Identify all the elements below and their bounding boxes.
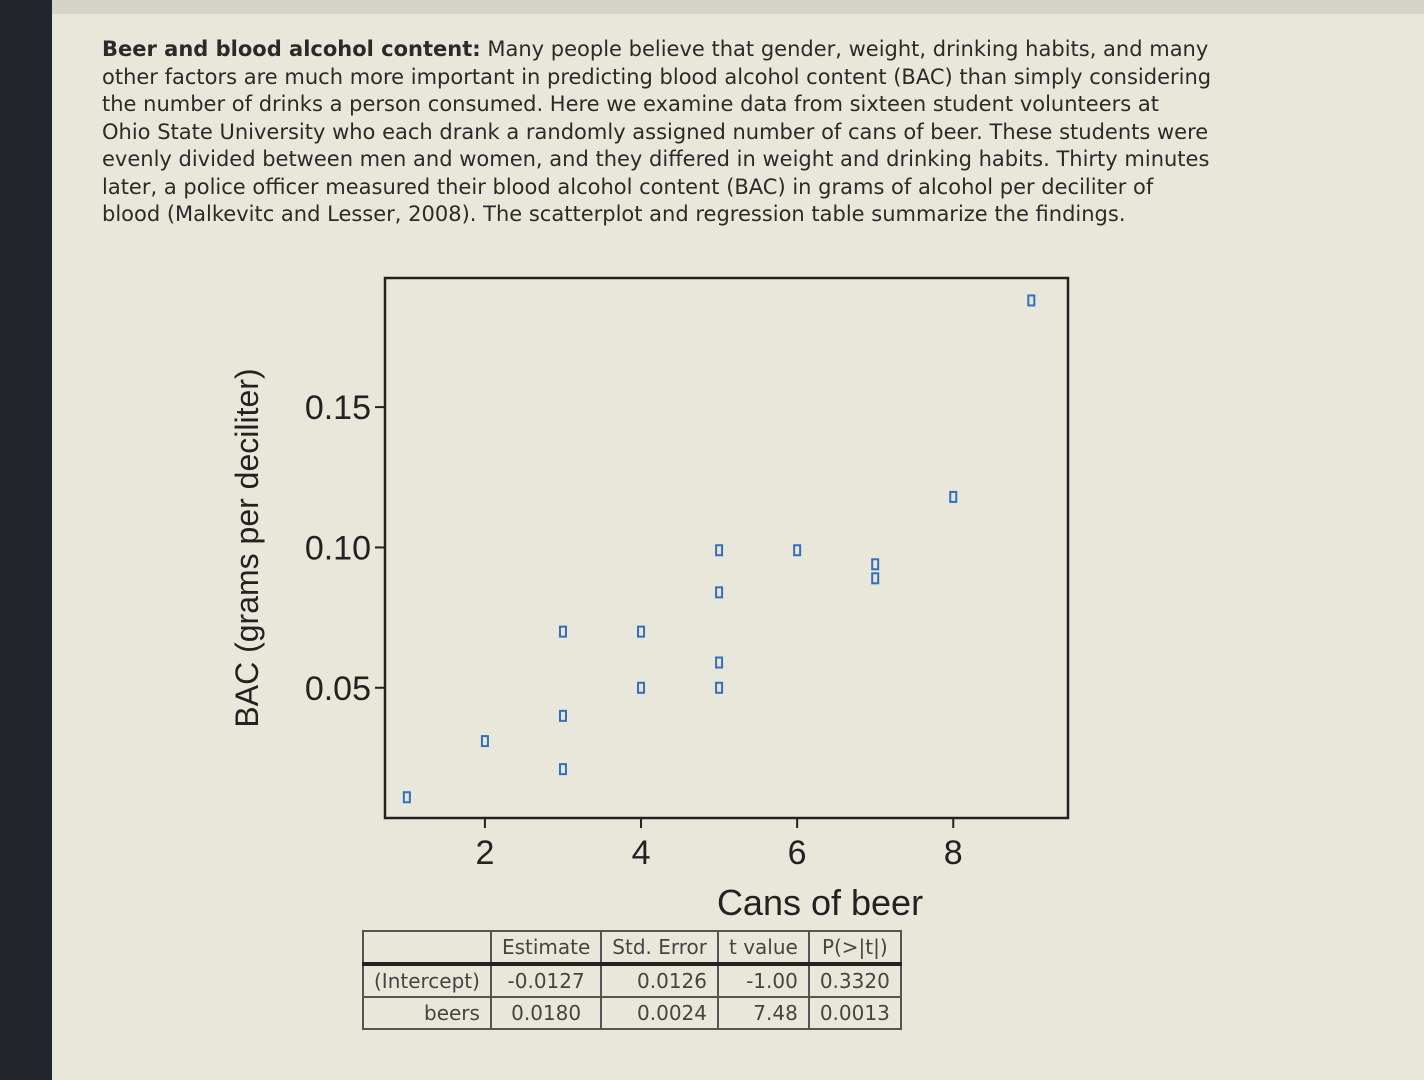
cell: 0.0126 xyxy=(600,963,719,998)
x-tick-label: 8 xyxy=(944,834,963,872)
header-cell: t value xyxy=(717,930,810,966)
x-axis-label: Cans of beer xyxy=(717,882,923,923)
lead: Beer and blood alcohol content: xyxy=(102,37,481,61)
y-tick-label: 0.10 xyxy=(305,529,371,567)
cell: 7.48 xyxy=(717,996,810,1030)
bezel xyxy=(0,0,52,1080)
cell: 0.0180 xyxy=(489,996,603,1030)
point xyxy=(715,681,724,694)
header-cell: Estimate xyxy=(489,930,603,966)
row: (Intercept) -0.0127 0.0126 -1.00 0.3320 xyxy=(362,963,902,998)
cell: -1.00 xyxy=(717,963,810,998)
point xyxy=(871,572,880,585)
regression-table: Estimate Std. Error t value P(>|t|) (Int… xyxy=(362,930,902,1030)
point xyxy=(1027,294,1036,307)
cell: 0.3320 xyxy=(807,963,902,998)
y-axis-label: BAC (grams per deciliter) xyxy=(229,368,265,727)
header-row: Estimate Std. Error t value P(>|t|) xyxy=(362,930,902,966)
row-label: beers xyxy=(362,996,492,1030)
point xyxy=(637,681,646,694)
point xyxy=(480,735,489,748)
point xyxy=(871,558,880,571)
chart: Cans of beer BAC (grams per deciliter) 0… xyxy=(229,276,1070,923)
point xyxy=(558,763,567,776)
cell: -0.0127 xyxy=(489,963,603,998)
x-tick-label: 6 xyxy=(788,834,807,872)
point xyxy=(402,791,411,804)
cell: 0.0024 xyxy=(600,996,719,1030)
header-cell: Std. Error xyxy=(600,930,719,966)
corner xyxy=(362,930,492,966)
point xyxy=(715,586,724,599)
point xyxy=(715,544,724,557)
point xyxy=(558,709,567,722)
y-tick-label: 0.05 xyxy=(305,670,371,708)
x-tick-label: 4 xyxy=(632,834,651,872)
point xyxy=(558,625,567,638)
row-label: (Intercept) xyxy=(362,963,492,998)
point xyxy=(949,490,958,503)
screen-edge xyxy=(52,0,1424,14)
header-cell: P(>|t|) xyxy=(807,930,902,966)
body-text: Many people believe that gender, weight,… xyxy=(102,37,1212,226)
point xyxy=(637,625,646,638)
point xyxy=(715,656,724,669)
y-tick-label: 0.15 xyxy=(305,389,371,427)
point xyxy=(793,544,802,557)
x-tick-label: 2 xyxy=(475,834,494,872)
cell: 0.0013 xyxy=(807,996,902,1030)
row: beers 0.0180 0.0024 7.48 0.0013 xyxy=(362,996,902,1030)
problem-text: Beer and blood alcohol content: Many peo… xyxy=(102,36,1212,229)
